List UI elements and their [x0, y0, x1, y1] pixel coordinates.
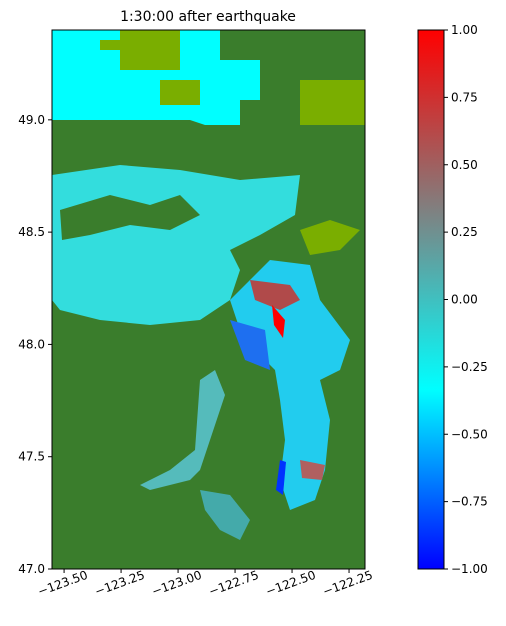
wave	[230, 320, 270, 370]
wave	[250, 280, 300, 310]
colorbar-tick-label: 1.00	[451, 23, 478, 37]
colorbar-tick-label: 0.00	[451, 293, 478, 307]
y-tick-label: 47.0	[18, 562, 45, 576]
water	[52, 30, 260, 125]
colorbar-tick-label: −0.50	[451, 427, 488, 441]
y-tick-label: 47.5	[18, 450, 45, 464]
shore	[100, 30, 365, 125]
x-tick-label: −122.50	[264, 568, 318, 599]
water	[230, 260, 350, 510]
x-tick-label: −122.75	[207, 568, 261, 599]
island	[60, 195, 200, 240]
colorbar	[417, 29, 445, 570]
y-tick-label: 48.0	[18, 337, 45, 351]
colorbar-tick-label: −0.75	[451, 495, 488, 509]
map	[52, 30, 365, 569]
water	[200, 490, 250, 540]
wave	[300, 460, 325, 480]
y-tick-label: 49.0	[18, 113, 45, 127]
x-tick-label: −123.00	[150, 568, 204, 599]
colorbar-tick-label: 0.25	[451, 225, 478, 239]
colorbar-tick-label: 0.50	[451, 158, 478, 172]
x-tick-label: −123.25	[93, 568, 147, 599]
wave	[276, 460, 286, 495]
x-tick-label: −122.25	[321, 568, 375, 599]
y-tick-label: 48.5	[18, 225, 45, 239]
colorbar-tick-label: −0.25	[451, 360, 488, 374]
chart-title: 1:30:00 after earthquake	[120, 9, 296, 25]
wave	[272, 305, 285, 338]
shore	[300, 220, 360, 255]
axes-frame	[51, 29, 366, 570]
colorbar-tick-label: −1.00	[451, 562, 488, 576]
colorbar-tick-label: 0.75	[451, 90, 478, 104]
water	[140, 370, 225, 490]
